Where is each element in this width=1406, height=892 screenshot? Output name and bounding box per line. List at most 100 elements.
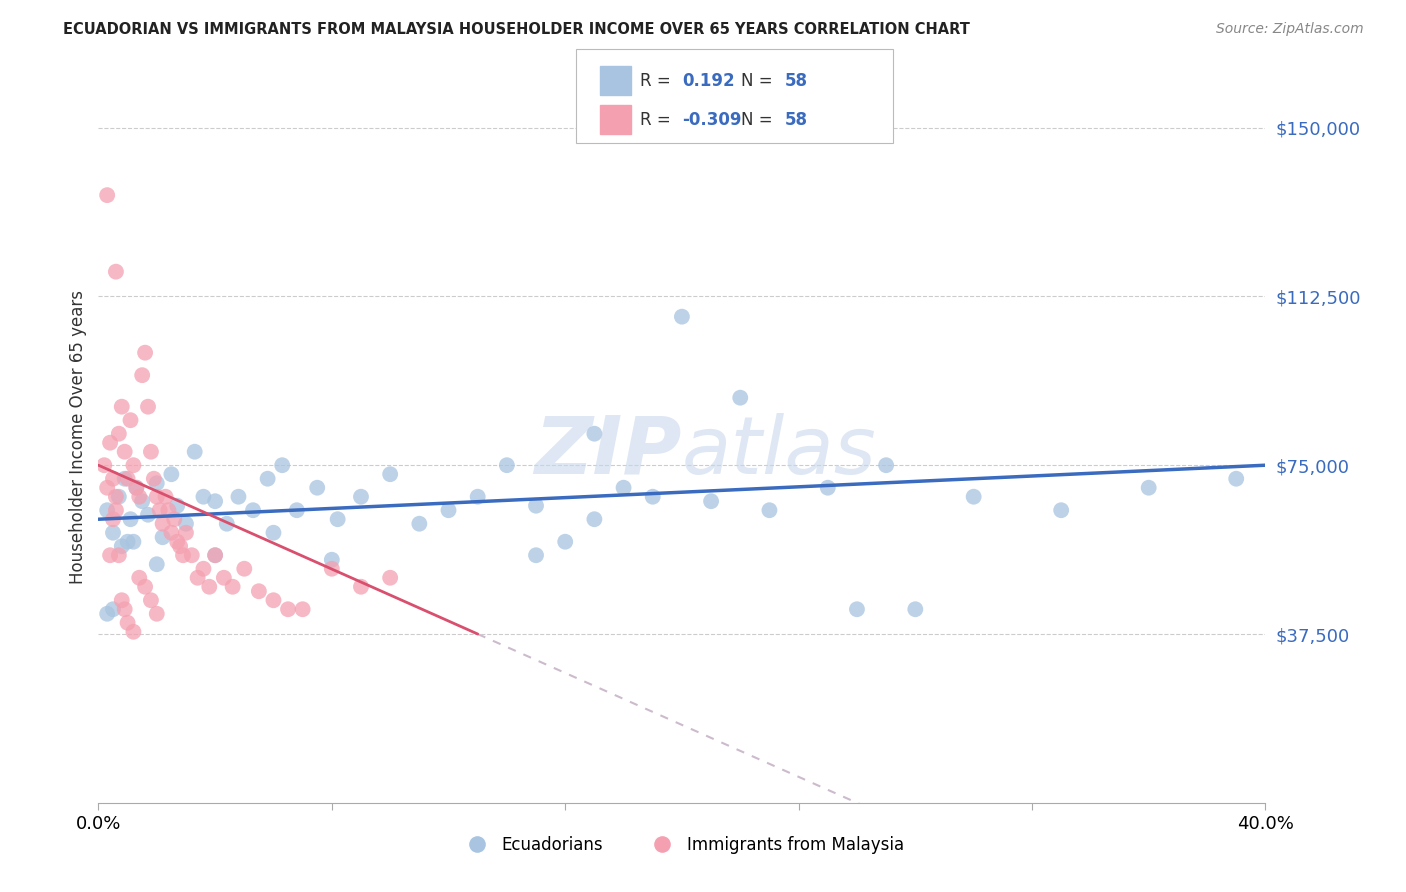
Point [380,571,402,585]
Point [101,525,124,540]
Point [108,426,131,441]
Point [114,602,136,616]
Point [962,490,984,504]
Point [93,458,115,473]
Point [641,490,664,504]
Point [204,548,226,562]
Point [139,444,162,458]
Point [212,571,235,585]
Point [242,503,264,517]
Point [408,516,430,531]
Point [221,580,243,594]
Point [467,490,489,504]
Point [671,310,693,324]
Point [187,571,209,585]
Point [131,368,153,383]
Text: 58: 58 [785,111,807,128]
Point [350,580,373,594]
Point [104,265,127,279]
Point [160,467,183,482]
Text: R =: R = [640,111,676,128]
Point [321,562,343,576]
Point [875,458,897,473]
Point [96,607,118,621]
Point [524,499,547,513]
Point [1225,472,1247,486]
Point [583,426,606,441]
Point [291,602,314,616]
Point [193,562,215,576]
Point [437,503,460,517]
Text: ECUADORIAN VS IMMIGRANTS FROM MALAYSIA HOUSEHOLDER INCOME OVER 65 YEARS CORRELAT: ECUADORIAN VS IMMIGRANTS FROM MALAYSIA H… [63,22,970,37]
Point [256,472,278,486]
Point [160,525,183,540]
Point [1050,503,1073,517]
Point [233,562,256,576]
Point [183,444,205,458]
Point [101,602,124,616]
Text: N =: N = [741,71,778,89]
Point [174,516,197,531]
Point [104,503,127,517]
Point [108,548,131,562]
Point [98,435,121,450]
Point [96,481,118,495]
Point [262,593,284,607]
Point [554,534,576,549]
Point [321,553,343,567]
Point [146,490,169,504]
Point [120,413,142,427]
Point [277,602,299,616]
Point [125,481,148,495]
Point [152,516,174,531]
Point [131,494,153,508]
Point [122,624,145,639]
Point [904,602,927,616]
Point [496,458,519,473]
Point [152,530,174,544]
Point [198,580,221,594]
Point [101,472,124,486]
Point [104,490,127,504]
Y-axis label: Householder Income Over 65 years: Householder Income Over 65 years [69,290,87,584]
Text: atlas: atlas [682,413,877,491]
Point [149,503,172,517]
Text: 58: 58 [785,71,807,89]
Point [172,548,194,562]
Point [117,472,139,486]
Point [142,472,165,486]
Point [128,490,150,504]
Point [128,571,150,585]
Point [204,494,226,508]
Point [125,481,148,495]
Point [134,345,156,359]
Point [139,593,162,607]
Point [166,499,188,513]
Point [700,494,723,508]
Point [101,512,124,526]
Point [122,534,145,549]
Point [136,400,159,414]
Point [163,512,186,526]
Point [228,490,250,504]
Point [285,503,308,517]
Point [96,503,118,517]
Point [215,516,238,531]
Point [111,400,134,414]
Point [166,534,188,549]
Point [174,525,197,540]
Point [758,503,780,517]
Point [146,607,169,621]
Point [146,558,169,572]
Point [120,512,142,526]
Text: N =: N = [741,111,778,128]
Point [114,472,136,486]
Point [155,490,177,504]
Point [111,539,134,553]
Point [350,490,373,504]
Point [307,481,329,495]
Point [247,584,270,599]
Point [612,481,634,495]
Point [1137,481,1160,495]
Point [271,458,294,473]
